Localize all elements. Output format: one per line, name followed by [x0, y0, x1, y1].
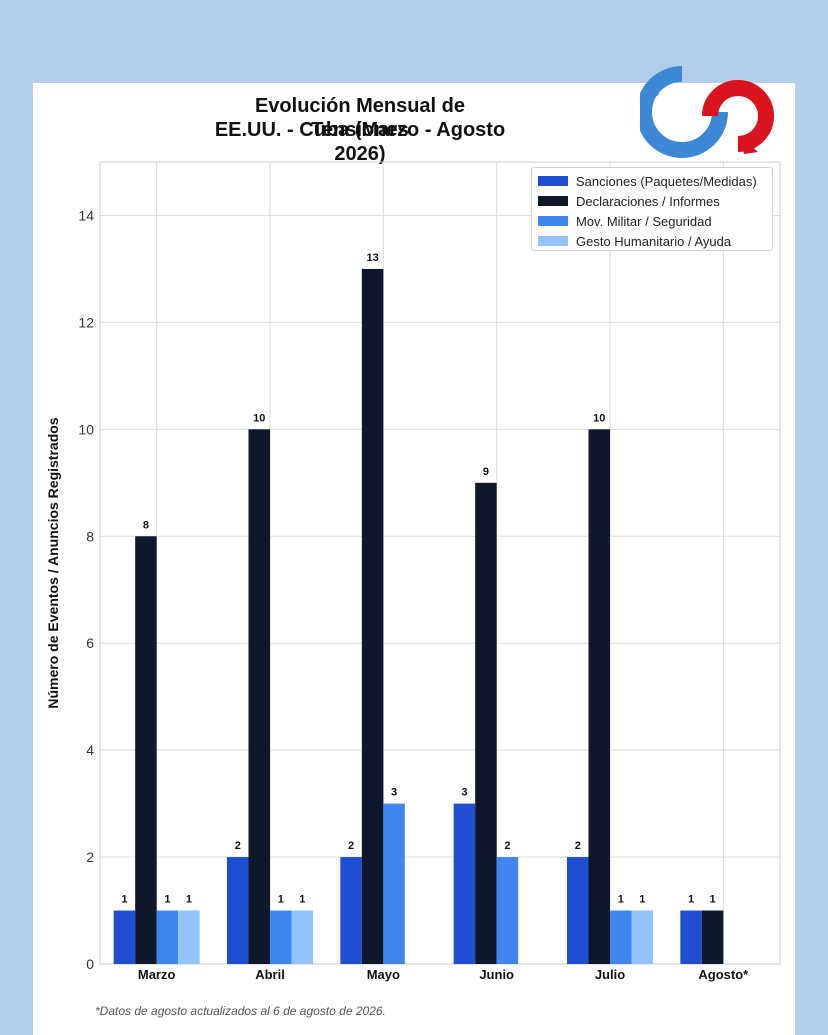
legend-item: Sanciones (Paquetes/Medidas): [538, 171, 766, 191]
y-tick-label: 8: [86, 528, 94, 544]
legend-swatch: [538, 236, 568, 246]
legend-label: Sanciones (Paquetes/Medidas): [576, 173, 757, 189]
bar: [680, 910, 702, 964]
x-tick-label: Julio: [595, 967, 625, 982]
bar-value-label: 1: [618, 894, 624, 906]
x-tick-label: Marzo: [138, 967, 176, 982]
bar-value-label: 3: [391, 787, 397, 799]
bar-value-label: 1: [639, 894, 645, 906]
y-tick-label: 10: [78, 421, 94, 437]
y-tick-label: 14: [78, 207, 94, 223]
chart-subtitle: EE.UU. - Cuba (Marzo - Agosto 2026): [214, 119, 506, 165]
y-tick-label: 6: [86, 635, 94, 651]
legend-item: Mov. Militar / Seguridad: [538, 211, 766, 231]
bar: [475, 482, 497, 964]
bar: [227, 857, 249, 964]
legend-swatch: [538, 216, 568, 226]
bar-value-label: 1: [710, 894, 716, 906]
y-tick-label: 4: [86, 742, 94, 758]
legend-label: Gesto Humanitario / Ayuda: [576, 233, 732, 249]
bar-value-label: 1: [164, 894, 170, 906]
brand-logo-icon: [640, 66, 774, 158]
x-tick-label: Agosto*: [698, 967, 749, 982]
bar-value-label: 10: [253, 412, 265, 424]
bar: [340, 857, 362, 964]
bar-value-label: 2: [348, 840, 354, 852]
legend-item: Gesto Humanitario / Ayuda: [538, 231, 766, 251]
bar-value-label: 1: [278, 894, 284, 906]
bar-value-label: 2: [504, 840, 510, 852]
x-tick-label: Mayo: [367, 967, 400, 982]
legend-swatch: [538, 176, 568, 186]
bar: [610, 910, 632, 964]
bar-value-label: 9: [483, 466, 489, 478]
legend-item: Declaraciones / Informes: [538, 191, 766, 211]
bar: [135, 536, 157, 964]
bar-value-label: 2: [575, 840, 581, 852]
x-tick-label: Abril: [255, 967, 285, 982]
y-tick-label: 0: [86, 956, 94, 972]
legend-label: Mov. Militar / Seguridad: [576, 213, 712, 229]
bar: [453, 803, 476, 964]
bar: [113, 910, 136, 964]
bar: [701, 910, 724, 964]
bar: [178, 910, 200, 964]
chart-legend: Sanciones (Paquetes/Medidas) Declaracione…: [531, 167, 773, 251]
y-axis-label: Número de Eventos / Anuncios Registrados: [45, 417, 61, 708]
legend-label: Declaraciones / Informes: [576, 193, 720, 209]
bar: [588, 429, 610, 964]
bar: [567, 857, 589, 964]
plot-frame: [99, 161, 781, 965]
bar-value-label: 13: [366, 252, 378, 264]
bar-value-label: 1: [299, 894, 305, 906]
y-tick-label: 2: [86, 849, 94, 865]
bar-value-label: 1: [186, 894, 192, 906]
bar: [383, 803, 405, 964]
bar-value-label: 8: [143, 519, 149, 531]
bar-value-label: 10: [593, 412, 605, 424]
bar: [631, 910, 653, 964]
bar: [156, 910, 179, 964]
bar-value-label: 1: [688, 894, 694, 906]
bar-value-label: 2: [235, 840, 241, 852]
bar: [270, 910, 292, 964]
bar-value-label: 3: [461, 787, 467, 799]
chart-title: Evolución Mensual de Tensiones: [254, 95, 466, 141]
bar: [291, 910, 313, 964]
legend-swatch: [538, 196, 568, 206]
bar: [496, 857, 519, 964]
footnote: *Datos de agosto actualizados al 6 de ag…: [95, 1004, 386, 1018]
bar: [248, 429, 270, 964]
bar: [361, 268, 384, 964]
bar-value-label: 1: [121, 894, 127, 906]
y-tick-label: 12: [78, 314, 94, 330]
x-tick-label: Junio: [479, 967, 514, 982]
